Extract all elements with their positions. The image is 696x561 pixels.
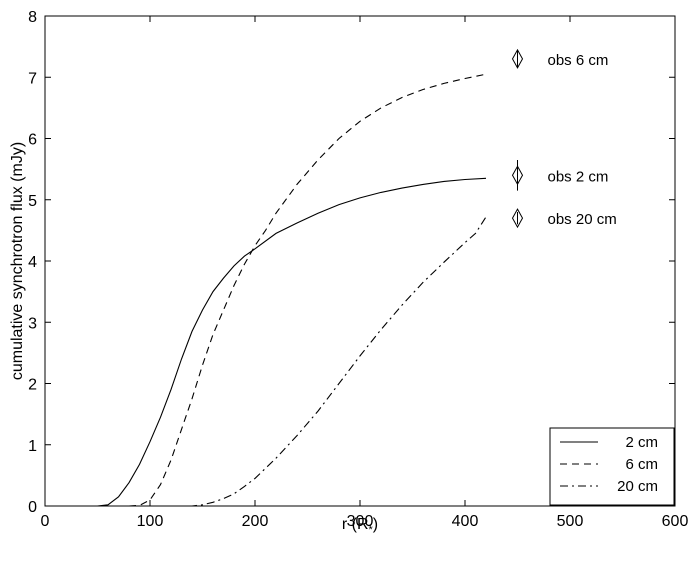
observation-point: obs 2 cm: [511, 159, 609, 191]
x-tick-label: 600: [662, 513, 689, 530]
y-tick-label: 2: [28, 377, 37, 394]
x-axis-title-subscript: *: [369, 524, 374, 536]
legend-label: 20 cm: [617, 478, 658, 495]
series-line-20-cm: [45, 216, 487, 507]
observations-layer: obs 6 cm obs 2 cm obs 20 cm: [511, 48, 617, 229]
x-tick-label: 500: [557, 513, 584, 530]
y-tick-label: 8: [28, 9, 37, 26]
y-tick-label: 0: [28, 499, 37, 516]
x-tick-label: 400: [452, 513, 479, 530]
x-axis-title-suffix: ): [373, 516, 378, 533]
y-tick-label: 3: [28, 315, 37, 332]
x-tick-label: 200: [242, 513, 269, 530]
y-tick-label: 6: [28, 132, 37, 149]
observation-label: obs 2 cm: [548, 168, 609, 185]
diamond-marker: [511, 208, 524, 229]
observation-label: obs 6 cm: [548, 52, 609, 69]
x-tick-label: 100: [137, 513, 164, 530]
observation-point: obs 20 cm: [511, 208, 617, 229]
series-line-2-cm: [45, 177, 487, 507]
x-axis-title-main: r (R: [342, 516, 369, 533]
axis-ticks: 0 100 200 300 400 500 600 0 1 2 3 4 5 6 7 8: [28, 9, 688, 530]
series-layer: [45, 73, 487, 507]
legend-label: 2 cm: [625, 434, 658, 451]
y-tick-label: 1: [28, 438, 37, 455]
legend-box: [549, 427, 675, 506]
observation-label: obs 20 cm: [548, 211, 617, 228]
x-tick-label: 0: [41, 513, 50, 530]
y-tick-label: 4: [28, 254, 37, 271]
diamond-marker: [511, 165, 524, 186]
plot-area-frame: [44, 15, 676, 507]
legend: 2 cm 6 cm 20 cm: [549, 427, 675, 506]
y-tick-label: 5: [28, 193, 37, 210]
x-tick-label: 300: [347, 513, 374, 530]
x-axis-title: r (R*): [342, 516, 378, 536]
legend-label: 6 cm: [625, 456, 658, 473]
diamond-marker: [511, 48, 524, 69]
observation-point: obs 6 cm: [511, 48, 609, 69]
y-tick-label: 7: [28, 70, 37, 87]
series-line-6-cm: [45, 73, 487, 507]
y-axis-title: cumulative synchrotron flux (mJy): [9, 142, 26, 380]
